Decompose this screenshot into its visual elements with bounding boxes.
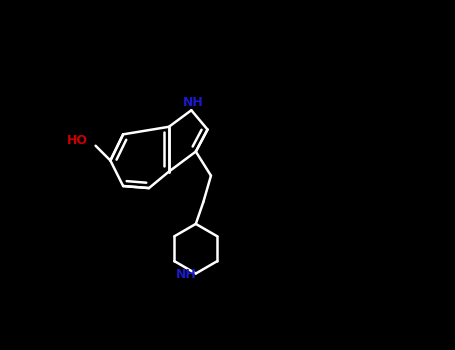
Text: NH: NH bbox=[183, 96, 204, 109]
Text: NH: NH bbox=[176, 268, 197, 281]
Text: HO: HO bbox=[66, 134, 88, 147]
